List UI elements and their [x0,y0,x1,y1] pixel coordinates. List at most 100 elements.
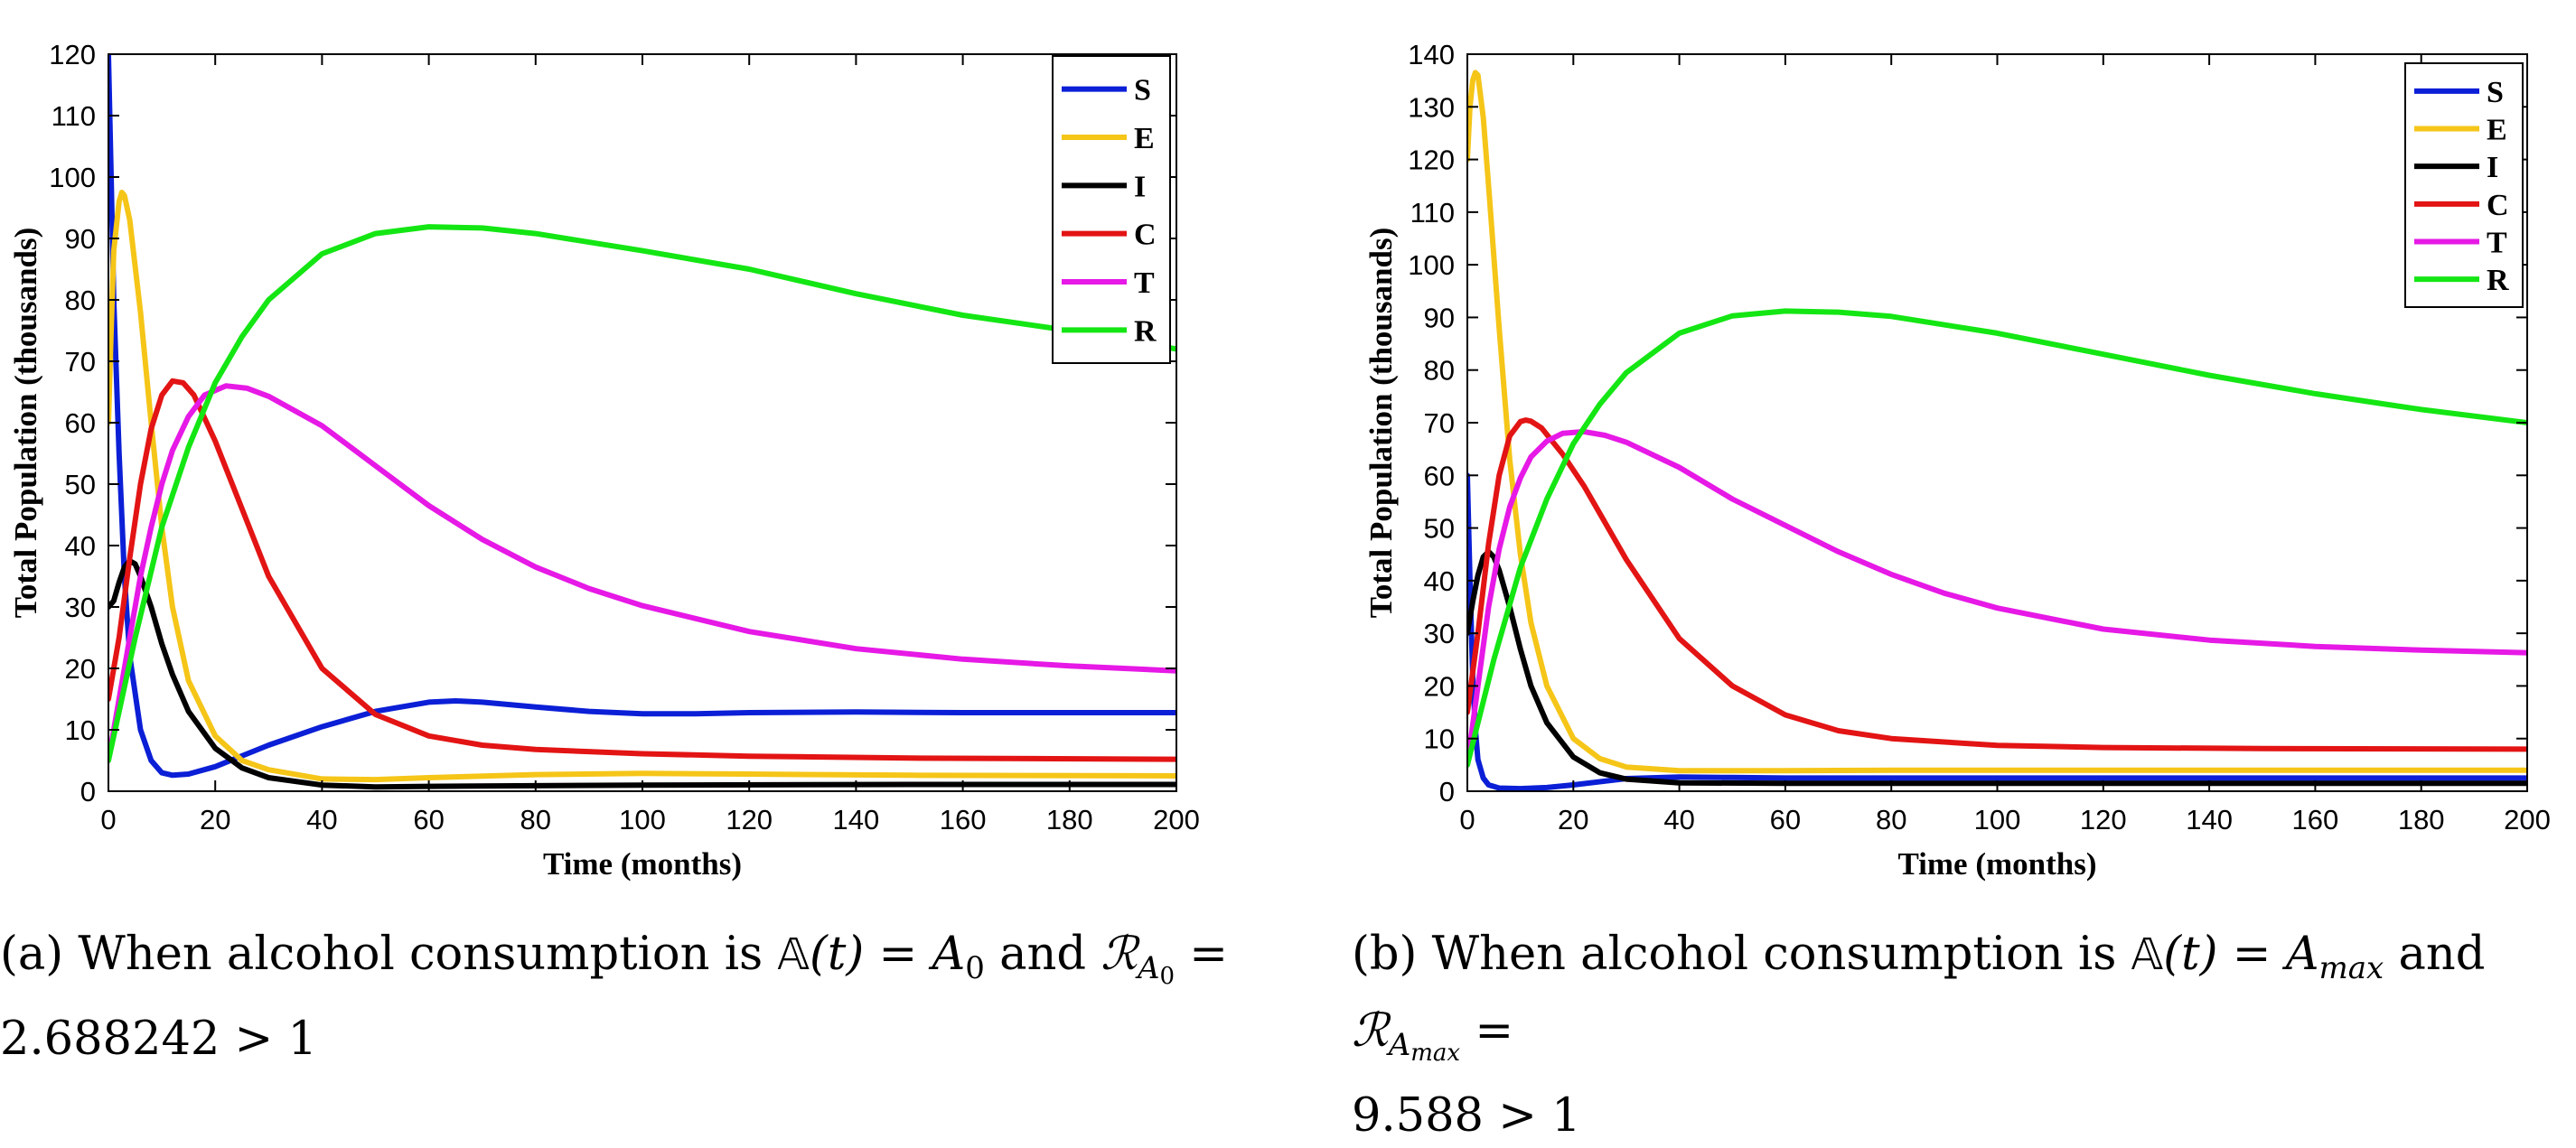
x-tick-label: 40 [306,804,337,835]
legend-label-C: C [1134,219,1157,252]
series-line-E [108,190,1176,783]
caption-b-equals: = [2232,928,2272,981]
caption-b-and: and [2398,928,2486,981]
axes-box [1466,53,2528,792]
y-tick-label: 30 [1424,618,1455,649]
legend-label-E: E [1134,122,1155,155]
caption-b-ratio-value: 9.588 > 1 [1352,1089,1581,1143]
caption-b-func-symbol: 𝔸 [2131,929,2164,980]
legend-label-S: S [2487,76,2504,109]
caption-a-ratio-value: 2.688242 > 1 [0,1013,317,1066]
y-tick-label: 100 [1408,249,1455,281]
caption-b-label: (b) [1352,928,1418,981]
caption-b-text: When alcohol consumption is [1431,928,2117,981]
y-tick-label: 130 [1408,91,1455,123]
x-tick-label: 0 [100,804,116,835]
y-tick-label: 60 [1424,460,1455,491]
x-tick-label: 100 [1974,804,2021,835]
legend-label-E: E [2487,114,2507,147]
x-axis-label: Time (months) [543,846,742,882]
series-line-T [108,383,1176,763]
legend-label-T: T [1134,266,1155,300]
y-tick-label: 90 [65,223,96,255]
x-axis-label: Time (months) [1897,846,2096,882]
x-tick-label: 160 [2292,804,2339,835]
y-tick-label: 40 [1424,565,1455,597]
caption-b-value-sub: max [2318,950,2384,986]
x-tick-label: 200 [1153,804,1200,835]
x-tick-label: 100 [619,804,666,835]
legend-label-I: I [1134,170,1146,203]
y-tick-label: 30 [65,592,96,623]
y-tick-label: 50 [65,469,96,500]
series-group [1467,70,2527,791]
caption-b-equals-2: = [1475,1004,1514,1058]
caption-b: (b) When alcohol consumption is 𝔸(t) = A… [1352,923,2576,1148]
caption-b-func-arg: (t) [2163,928,2218,981]
x-tick-label: 140 [833,804,880,835]
series-group [108,54,1176,790]
series-line-R [1467,308,2527,768]
series-line-R [108,224,1176,763]
y-tick-label: 140 [1408,39,1455,70]
legend-label-T: T [2487,227,2507,260]
caption-a-ratio-sub-base: A [1137,950,1160,986]
caption-a-value-sub: 0 [965,950,985,986]
y-tick-label: 10 [1424,723,1455,755]
series-line-S [108,54,1176,779]
x-tick-label: 40 [1663,804,1694,835]
y-tick-label: 40 [65,530,96,562]
x-tick-label: 160 [940,804,987,835]
series-line-S [1467,472,2527,791]
y-tick-label: 10 [65,714,96,746]
y-tick-label: 0 [1439,776,1455,807]
caption-a-and: and [999,928,1087,981]
caption-a-equals: = [878,928,918,981]
y-tick-label: 120 [49,39,96,70]
legend-box [1052,55,1171,364]
y-tick-label: 80 [1424,355,1455,387]
y-tick-label: 80 [65,285,96,316]
axes-box [108,53,1177,792]
y-tick-label: 50 [1424,513,1455,545]
y-tick-label: 70 [1424,407,1455,439]
legend-label-S: S [1134,74,1151,107]
y-tick-label: 120 [1408,145,1455,176]
caption-b-ratio-symbol: ℛ [1352,1004,1389,1058]
y-tick-label: 90 [1424,302,1455,333]
legend-label-C: C [2487,189,2509,222]
x-tick-label: 0 [1459,804,1475,835]
series-line-T [1467,428,2527,768]
caption-b-value-base: A [2285,928,2319,981]
x-tick-label: 120 [726,804,773,835]
legend-label-R: R [2487,264,2509,297]
figure: 0 20 40 60 80 100 120 140 160 180 200 0 10 20 30 40 50 60… [0,39,2551,1143]
series-line-I [1467,548,2527,787]
x-tick-label: 80 [520,804,551,835]
x-tick-label: 20 [1558,804,1588,835]
x-tick-label: 140 [2186,804,2233,835]
x-tick-label: 200 [2504,804,2551,835]
x-tick-label: 60 [413,804,444,835]
x-tick-label: 60 [1770,804,1801,835]
caption-a-ratio-symbol: ℛ [1101,928,1138,981]
caption-a-label: (a) [0,928,64,981]
caption-b-ratio-sub-sub: max [1410,1040,1461,1067]
caption-a-value-base: A [932,928,966,981]
y-tick-label: 20 [65,653,96,685]
x-tick-label: 180 [1046,804,1093,835]
legend-box [2404,62,2524,308]
caption-a-func-symbol: 𝔸 [777,929,810,980]
legend-label-R: R [1134,314,1157,348]
y-tick-label: 100 [49,162,96,193]
caption-a-equals-2: = [1189,928,1229,981]
caption-b-ratio-sub-base: A [1388,1027,1411,1063]
y-tick-label: 110 [52,100,96,132]
y-tick-label: 70 [65,346,96,378]
caption-a-func-arg: (t) [809,928,865,981]
y-tick-label: 60 [65,407,96,439]
caption-a-text: When alcohol consumption is [78,928,763,981]
y-tick-label: 110 [1410,197,1455,229]
